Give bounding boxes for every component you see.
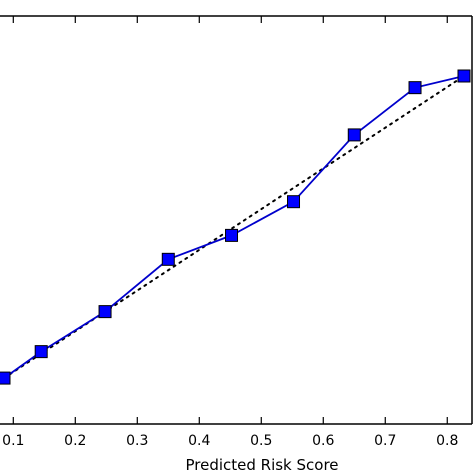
x-tick-label: 0.1 [2,433,24,449]
x-axis-ticks [12,16,448,424]
x-tick-label: 0.3 [126,433,148,449]
x-tick-label: 0.6 [312,433,334,449]
calibration-marker [408,81,422,95]
calibration-marker [161,252,175,266]
x-axis-tick-labels: 0.1 0.2 0.3 0.4 0.5 0.6 0.7 0.8 [2,433,458,449]
x-tick-label: 0.4 [188,433,210,449]
x-tick-label: 0.8 [436,433,458,449]
calibration-marker [287,195,301,209]
x-tick-label: 0.7 [374,433,396,449]
calibration-marker [34,345,48,359]
calibration-marker [347,128,361,142]
calibration-marker [98,305,112,319]
calibration-marker [457,69,471,83]
x-tick-label: 0.5 [250,433,272,449]
calibration-marker [225,228,239,242]
calibration-markers [0,69,471,385]
x-tick-label: 0.2 [64,433,86,449]
x-axis-title: Predicted Risk Score [185,456,338,474]
plot-frame [0,15,473,425]
calibration-marker [0,371,11,385]
